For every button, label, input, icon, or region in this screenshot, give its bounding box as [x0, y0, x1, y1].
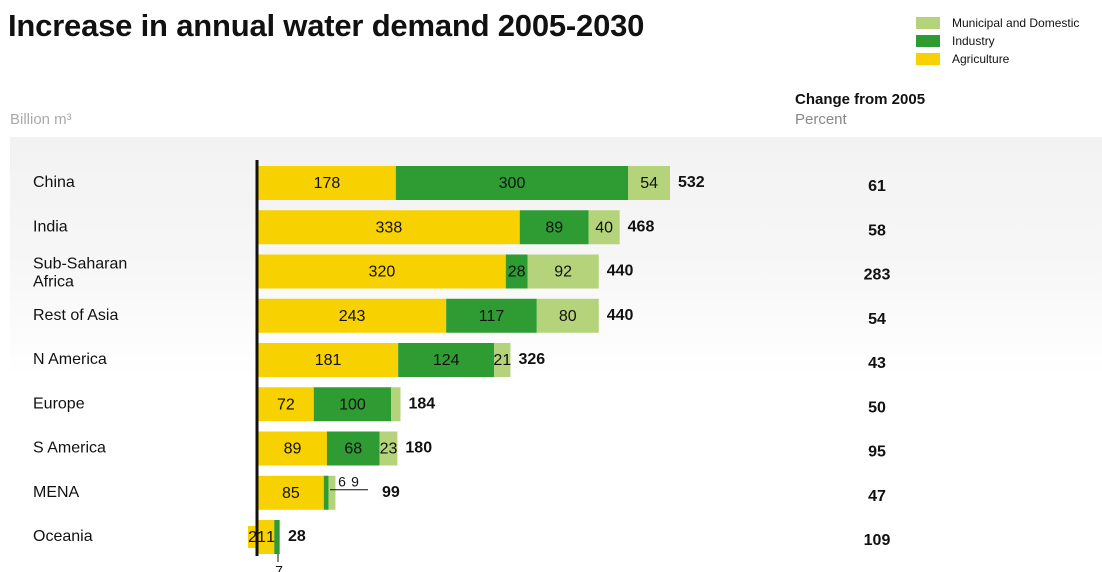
segment-value-label: 6 [338, 473, 346, 489]
legend-swatch-agriculture [916, 53, 940, 65]
percent-change-label: 47 [868, 488, 886, 505]
bar-agriculture [258, 343, 399, 377]
segment-value-label: 320 [369, 264, 396, 281]
change-column-title: Change from 2005 [795, 91, 926, 108]
bar-municipal [536, 298, 599, 333]
bar-industry [326, 431, 380, 466]
total-value-label: 532 [678, 174, 705, 191]
chart-title: Increase in annual water demand 2005-203… [8, 8, 645, 43]
total-value-label: 184 [408, 395, 435, 412]
category-label: Africa [33, 274, 74, 291]
legend-swatch-municipal [916, 17, 940, 29]
percent-change-label: 54 [868, 311, 886, 328]
legend-item-industry: Industry [916, 32, 1079, 50]
total-value-label: 28 [288, 528, 306, 545]
segment-value-label: 181 [315, 352, 342, 369]
category-label: India [33, 218, 68, 235]
segment-value-label: 54 [640, 175, 658, 192]
segment-value-label: 28 [508, 264, 526, 281]
legend-item-municipal: Municipal and Domestic [916, 14, 1079, 32]
category-label: Sub-Saharan [33, 256, 127, 273]
bar-municipal [527, 254, 599, 289]
segment-value-label: 338 [376, 219, 403, 236]
legend-item-agriculture: Agriculture [916, 50, 1079, 68]
total-value-label: 326 [518, 351, 545, 368]
segment-value-label: 100 [339, 396, 366, 413]
legend-label-industry: Industry [952, 34, 995, 48]
segment-value-label: 7 [275, 563, 283, 572]
bar-industry [313, 387, 392, 422]
category-label: MENA [33, 484, 80, 501]
bar-agriculture [258, 166, 396, 200]
bar-agriculture [258, 387, 314, 422]
category-label: S America [33, 440, 106, 457]
legend: Municipal and Domestic Industry Agricult… [916, 14, 1079, 68]
percent-change-label: 61 [868, 178, 886, 195]
segment-value-label: 21 [493, 352, 511, 369]
legend-swatch-industry [916, 35, 940, 47]
bar-municipal [328, 475, 336, 510]
segment-value-label: 92 [554, 264, 572, 281]
bar-industry [519, 210, 589, 245]
bar-agriculture [258, 298, 447, 333]
bar-industry [274, 520, 280, 554]
segment-value-label: 117 [479, 308, 505, 325]
percent-change-label: 43 [868, 355, 886, 372]
segment-value-label: 89 [284, 441, 302, 458]
bar-municipal [391, 387, 401, 422]
total-value-label: 99 [382, 484, 400, 501]
percent-change-label: 109 [864, 532, 891, 549]
bar-agriculture [258, 254, 506, 289]
legend-label-municipal: Municipal and Domestic [952, 16, 1080, 30]
bar-industry [505, 254, 528, 289]
percent-change-label: 95 [868, 444, 886, 461]
unit-label: Billion m³ [10, 111, 72, 128]
segment-value-label: 23 [380, 441, 398, 458]
percent-change-label: 58 [868, 222, 886, 239]
bar-municipal [588, 210, 620, 245]
percent-change-label: 283 [864, 267, 891, 284]
bar-municipal [628, 166, 670, 200]
segment-value-label: 80 [559, 308, 577, 325]
bar-industry [446, 298, 537, 333]
category-label: Oceania [33, 528, 93, 545]
change-column-unit: Percent [795, 111, 847, 128]
segment-value-label: 300 [499, 175, 526, 192]
bar-agriculture [258, 475, 324, 510]
segment-value-label: 9 [351, 473, 359, 489]
bar-industry [323, 475, 329, 510]
bar-agriculture [258, 431, 327, 466]
category-label: Rest of Asia [33, 307, 118, 324]
segment-value-label: 72 [277, 396, 295, 413]
bar-municipal [379, 431, 398, 466]
segment-value-label: 124 [433, 352, 460, 369]
total-value-label: 440 [607, 263, 634, 280]
category-label: Europe [33, 395, 85, 412]
total-value-label: 468 [628, 218, 655, 235]
total-value-label: 440 [607, 307, 634, 324]
segment-value-label: 40 [595, 219, 613, 236]
total-value-label: 180 [405, 440, 432, 457]
bar-industry [395, 166, 629, 200]
bar-industry [398, 343, 495, 377]
category-label: N America [33, 351, 107, 368]
legend-label-agriculture: Agriculture [952, 52, 1010, 66]
segment-value-label: 68 [344, 441, 362, 458]
segment-value-label: 89 [545, 219, 563, 236]
percent-change-label: 50 [868, 399, 886, 416]
segment-value-label: 85 [282, 485, 300, 502]
segment-value-label: 243 [339, 308, 366, 325]
segment-value-label: 178 [314, 175, 341, 192]
bar-agriculture [258, 210, 520, 245]
bar-municipal [494, 343, 511, 377]
category-label: China [33, 174, 75, 191]
